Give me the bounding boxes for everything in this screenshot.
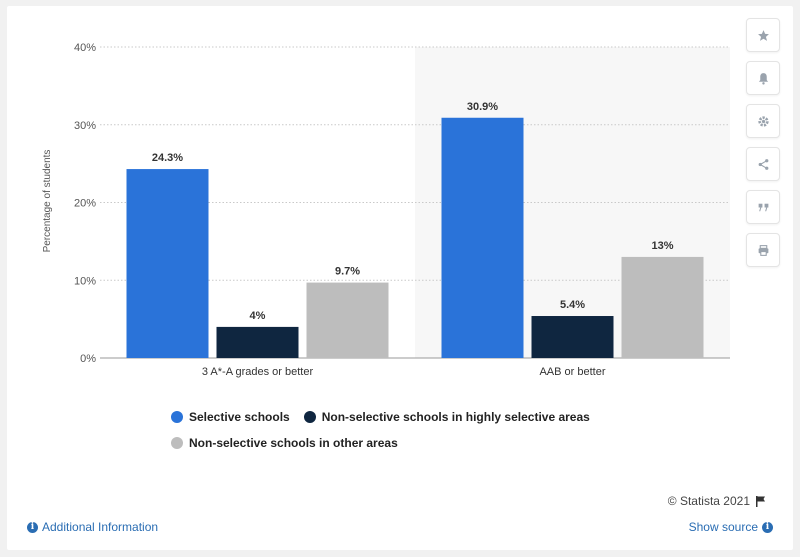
data-label: 5.4% [560,299,585,311]
legend-label-nonselective-other: Non-selective schools in other areas [189,436,398,450]
x-tick-label: 3 A*-A grades or better [202,366,314,378]
cite-button[interactable] [746,190,780,224]
legend-label-selective: Selective schools [189,410,290,424]
legend-dot-selective [171,411,183,423]
show-source-link[interactable]: Show source i [689,520,773,534]
info-icon: i [762,521,773,533]
copyright[interactable]: © Statista 2021 [668,494,767,508]
legend-item-nonselective-highly[interactable]: Non-selective schools in highly selectiv… [303,410,590,424]
favorite-button[interactable] [746,18,780,52]
bar[interactable] [621,256,704,358]
show-source-text: Show source [688,520,758,534]
info-icon: i [27,521,38,533]
gear-icon [757,115,769,127]
settings-button[interactable] [746,104,780,138]
legend-label-nonselective-highly: Non-selective schools in highly selectiv… [321,410,590,424]
legend-dot-nonselective-other [171,437,183,449]
additional-information-link[interactable]: i Additional Information [27,520,158,534]
flag-icon [756,496,765,507]
legend-row-2: Non-selective schools in other areas [171,430,651,456]
legend-row-1: Selective schools Non-selective schools … [171,404,651,430]
bar[interactable] [531,316,614,358]
additional-information-text: Additional Information [42,520,159,534]
share-icon [758,158,768,170]
bar[interactable] [441,117,524,358]
data-label: 4% [250,310,266,322]
legend-item-selective[interactable]: Selective schools [171,410,290,424]
y-tick-label: 0% [80,353,96,365]
x-tick-label: AAB or better [539,366,605,378]
bar[interactable] [216,326,299,358]
y-tick-label: 20% [74,198,96,210]
star-icon [757,29,769,41]
y-tick-label: 30% [74,120,96,132]
quote-icon [758,203,768,211]
print-button[interactable] [746,233,780,267]
y-tick-label: 40% [74,42,96,54]
print-icon [758,244,768,256]
chart-legend: Selective schools Non-selective schools … [171,404,651,456]
notification-button[interactable] [746,61,780,95]
copyright-text: © Statista 2021 [667,494,750,508]
data-label: 30.9% [467,101,498,113]
legend-dot-nonselective-highly [303,411,316,423]
y-tick-label: 10% [74,275,96,287]
data-label: 24.3% [152,152,183,164]
bar-chart: 0% 10% 20% 30% 40% 24.3% 4% 9.7% 3 A*-A grades … [42,42,730,378]
bar[interactable] [306,282,389,358]
chart-toolbar [746,18,780,276]
data-label: 9.7% [335,266,360,278]
bell-icon [758,72,768,85]
bar[interactable] [126,169,209,358]
chart-card: 0% 10% 20% 30% 40% 24.3% 4% 9.7% 3 A*-A grades … [7,6,793,550]
share-button[interactable] [746,147,780,181]
y-axis-label: Percentage of students [42,150,53,253]
legend-item-nonselective-other[interactable]: Non-selective schools in other areas [171,436,398,450]
data-label: 13% [651,240,673,252]
